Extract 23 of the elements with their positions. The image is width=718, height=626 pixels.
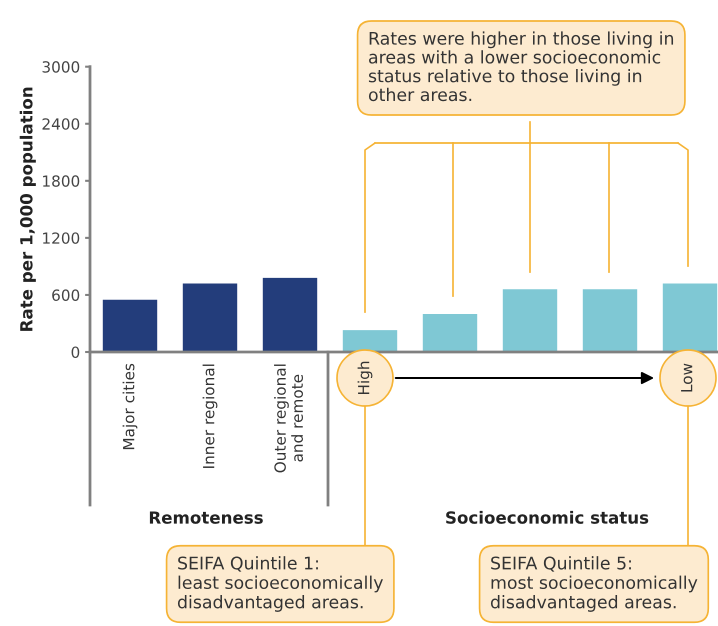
y-tick-label: 1200 (43, 232, 80, 244)
bar (262, 278, 318, 352)
text: Remoteness (150, 511, 263, 524)
x-tick-label: Inner regional (202, 364, 218, 468)
text: SEIFA Quintile 1: least socioeconomically disadvantaged areas. (178, 556, 383, 612)
y-axis-title: Rate per 1,000 population (20, 88, 36, 331)
bar (182, 284, 238, 352)
bar (102, 300, 158, 352)
bar (582, 289, 638, 352)
y-tick-label: 2400 (42, 118, 80, 130)
x-tick-label: Outer regional and remote (274, 364, 303, 472)
text: Socioeconomic status (446, 510, 648, 524)
bar (502, 289, 558, 352)
text: SEIFA Quintile 5: most socioeconomically disadvantaged areas. (490, 556, 698, 612)
bar (422, 314, 478, 352)
x-tick-label: Major cities (122, 364, 138, 450)
y-tick-label: 600 (52, 289, 80, 301)
y-tick-label: 3000 (42, 61, 80, 73)
text: High (358, 362, 372, 394)
y-tick-label: 1800 (43, 175, 80, 187)
annotation: Rates were higher in those living in areas with a lower socioeconomic status relative to those living in other areas. (368, 31, 674, 102)
text: Low (681, 364, 692, 392)
y-tick-label: 0 (72, 346, 80, 358)
